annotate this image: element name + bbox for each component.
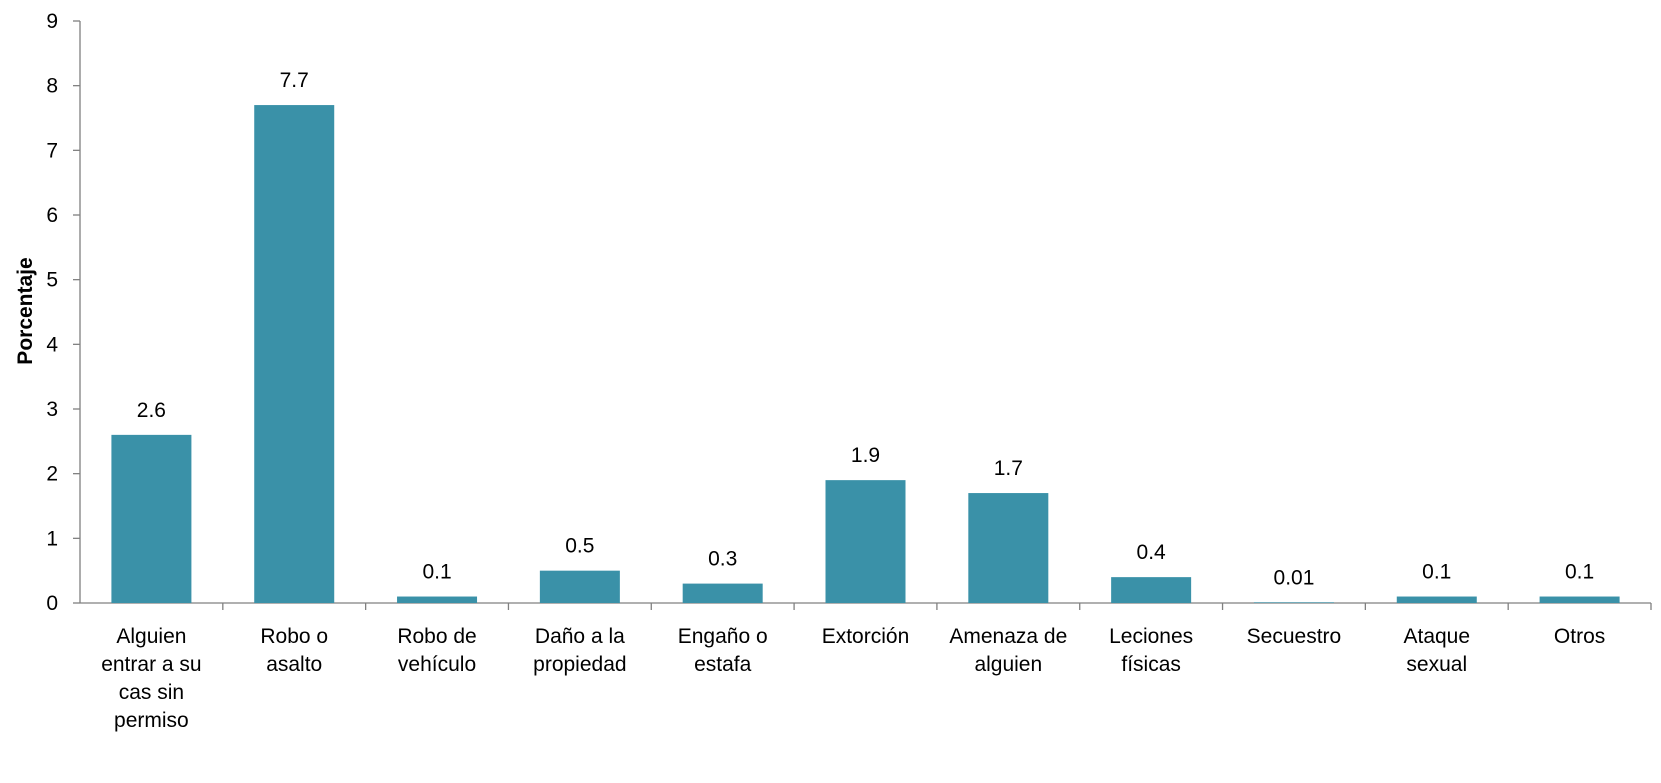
category-label: Secuestro: [1247, 625, 1342, 648]
bar: [968, 493, 1049, 603]
category-label: Engaño o: [678, 625, 768, 648]
category-label: estafa: [694, 653, 752, 676]
data-label: 0.1: [1422, 561, 1451, 584]
bar: [682, 583, 763, 603]
bar: [539, 570, 620, 603]
data-label: 0.3: [708, 548, 737, 571]
category-label: vehículo: [398, 653, 476, 676]
data-label: 1.7: [994, 457, 1023, 480]
category-label: sexual: [1406, 653, 1467, 676]
category-label: alguien: [974, 653, 1042, 676]
bar: [1396, 596, 1477, 603]
bar: [254, 105, 335, 604]
y-tick-label: 9: [46, 10, 58, 33]
category-label: asalto: [266, 653, 322, 676]
category-label: entrar a su: [101, 653, 201, 676]
category-label: físicas: [1121, 653, 1181, 676]
bar: [397, 596, 478, 603]
category-label: Amenaza de: [949, 625, 1067, 648]
data-label: 0.01: [1274, 566, 1315, 589]
category-label: Leciones: [1109, 625, 1193, 648]
category-label: Robo de: [397, 625, 476, 648]
data-label: 2.6: [137, 399, 166, 422]
bar: [1253, 602, 1334, 603]
bars: [111, 105, 1620, 604]
data-label: 0.1: [1565, 561, 1594, 584]
y-tick-label: 7: [46, 139, 58, 162]
y-tick-label: 6: [46, 204, 58, 227]
y-tick-label: 8: [46, 75, 58, 98]
y-tick-label: 1: [46, 527, 58, 550]
y-tick-label: 3: [46, 398, 58, 421]
y-tick-label: 2: [46, 463, 58, 486]
data-label: 1.9: [851, 444, 880, 467]
y-tick-label: 4: [46, 333, 58, 356]
data-label: 7.7: [280, 69, 309, 92]
bar: [1539, 596, 1620, 603]
y-tick-label: 0: [46, 592, 58, 615]
category-label: Extorción: [822, 625, 910, 648]
axes: 0 1 2 3 4 5 6 7 8 9: [46, 10, 1652, 615]
category-label: permiso: [114, 709, 189, 732]
data-label: 0.5: [565, 535, 594, 558]
y-axis-title: Porcentaje: [14, 257, 37, 364]
category-label: Otros: [1554, 625, 1605, 648]
data-label: 0.4: [1137, 541, 1167, 564]
category-label: Ataque: [1403, 625, 1470, 648]
category-label: Daño a la: [535, 625, 625, 648]
y-tick-label: 5: [46, 269, 58, 292]
bar: [1111, 577, 1192, 603]
category-label: cas sin: [119, 681, 184, 704]
category-label: propiedad: [533, 653, 626, 676]
data-label: 0.1: [422, 561, 451, 584]
labels: 2.6 Alguien entrar a su cas sin permiso 7.7 Ro…: [101, 69, 1605, 732]
category-label: Alguien: [116, 625, 186, 648]
bar: [825, 480, 906, 603]
category-label: Robo o: [260, 625, 328, 648]
bar: [111, 434, 192, 603]
